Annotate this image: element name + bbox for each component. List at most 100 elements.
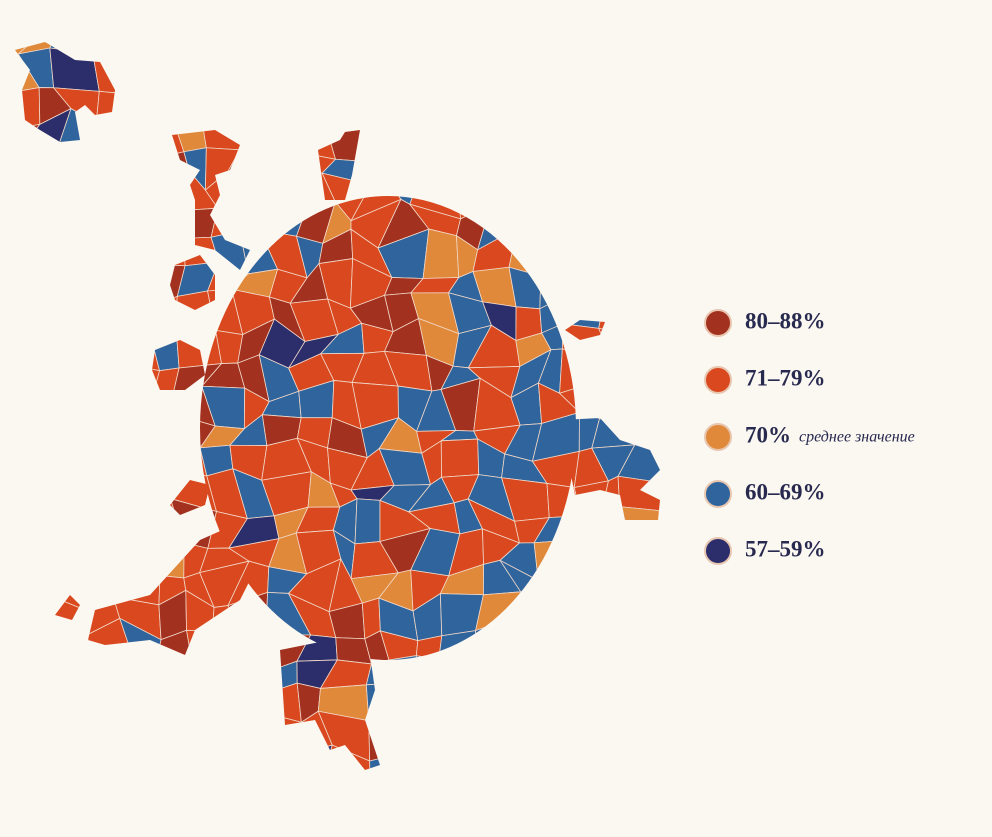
district (438, 81, 488, 132)
district (20, 691, 68, 723)
district (649, 212, 660, 250)
district (422, 138, 459, 183)
district (20, 651, 70, 701)
district (442, 42, 472, 67)
district (15, 527, 40, 574)
district (679, 627, 720, 666)
district (15, 510, 40, 537)
district (186, 629, 213, 659)
district (89, 506, 113, 534)
district (543, 814, 566, 837)
district (658, 483, 660, 513)
district (90, 458, 131, 485)
district (351, 63, 397, 102)
district (442, 61, 485, 92)
district (15, 354, 26, 389)
district (15, 273, 40, 304)
district (15, 203, 38, 252)
district (230, 59, 274, 103)
district (560, 185, 606, 207)
district (15, 660, 42, 701)
district (559, 348, 613, 394)
district (693, 570, 724, 605)
district (48, 628, 97, 661)
district (60, 1, 87, 25)
district (365, 682, 403, 723)
district (414, 808, 441, 837)
district (471, 0, 502, 38)
district (678, 394, 726, 421)
district (351, 42, 393, 72)
district (560, 203, 601, 239)
district (562, 77, 596, 124)
district (483, 89, 512, 132)
district (48, 532, 103, 567)
district (413, 42, 458, 63)
district (598, 169, 634, 204)
district (539, 290, 576, 334)
district (597, 359, 639, 382)
district (680, 688, 717, 727)
district (53, 290, 98, 332)
district (659, 622, 660, 659)
district (82, 290, 129, 336)
district (618, 198, 655, 250)
district (287, 744, 333, 770)
district (79, 532, 115, 563)
district (117, 156, 162, 189)
district (391, 52, 421, 102)
district (199, 107, 243, 151)
district (440, 798, 470, 837)
district (145, 42, 190, 55)
district (538, 180, 573, 213)
district (95, 90, 126, 131)
district (592, 801, 631, 837)
district (53, 155, 98, 174)
district (575, 692, 601, 731)
district (87, 42, 127, 61)
district (591, 109, 641, 159)
district (204, 147, 241, 191)
district (257, 69, 311, 100)
district (508, 618, 550, 662)
district (539, 47, 578, 88)
district (0, 0, 34, 40)
legend-label: 57–59% (745, 536, 826, 561)
district (183, 0, 220, 29)
district (501, 86, 547, 131)
district (19, 356, 68, 395)
district (57, 652, 97, 693)
district (117, 110, 162, 159)
district (413, 698, 454, 715)
district (15, 437, 41, 492)
district (112, 558, 161, 606)
district (485, 170, 507, 206)
district (569, 231, 601, 268)
district (15, 697, 34, 733)
district (619, 0, 661, 40)
district (649, 655, 660, 699)
district (153, 779, 172, 820)
district (52, 561, 82, 610)
district (417, 113, 448, 163)
district (381, 707, 432, 760)
district (15, 591, 40, 637)
district (631, 697, 652, 732)
district (591, 418, 637, 449)
district (49, 453, 96, 485)
district (650, 726, 660, 750)
district (184, 52, 208, 89)
district (260, 808, 307, 834)
district (533, 539, 575, 581)
district (599, 263, 640, 307)
district (511, 48, 547, 91)
district (693, 235, 731, 271)
district (689, 210, 725, 235)
district (562, 109, 608, 145)
district (557, 738, 604, 770)
district (126, 199, 159, 247)
district (32, 712, 70, 748)
district (369, 757, 401, 770)
district (145, 151, 190, 186)
